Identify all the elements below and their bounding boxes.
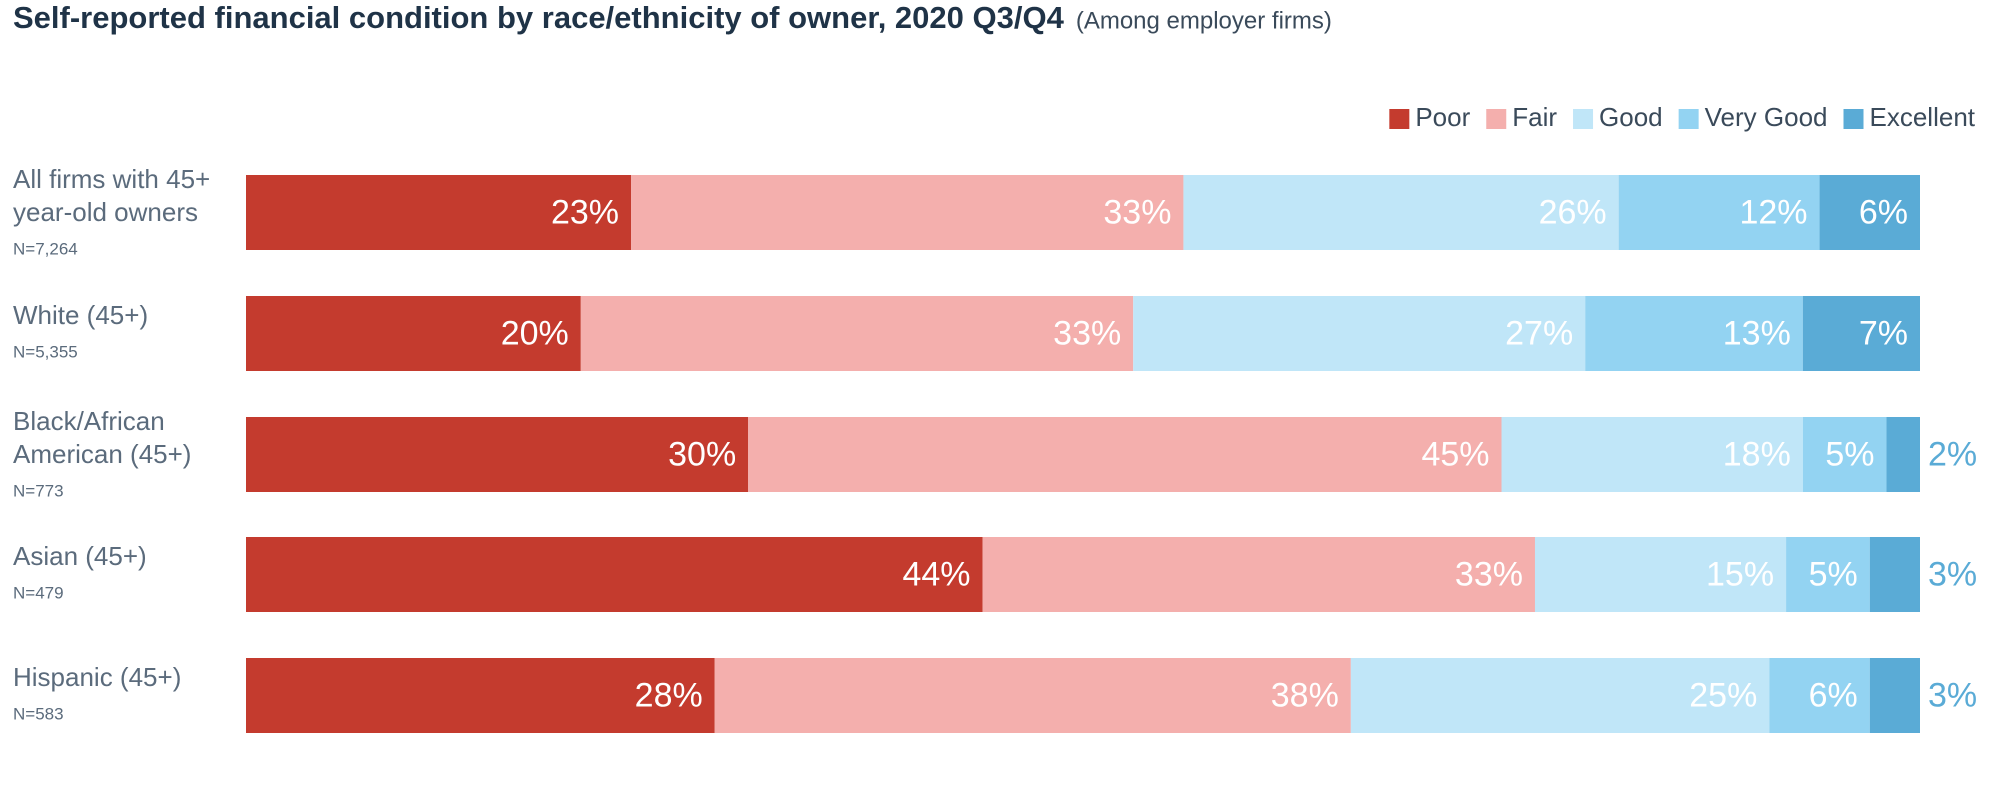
value-label: 44% bbox=[902, 555, 970, 593]
bar-segment bbox=[714, 658, 1351, 733]
value-label: 15% bbox=[1706, 555, 1774, 593]
value-label: 25% bbox=[1689, 676, 1757, 714]
bar-segment bbox=[1501, 417, 1803, 492]
legend-label: Good bbox=[1599, 102, 1663, 132]
legend-label: Poor bbox=[1415, 102, 1470, 132]
value-label: 5% bbox=[1809, 555, 1858, 593]
value-label: 3% bbox=[1928, 555, 1977, 593]
bar-segment bbox=[1133, 296, 1586, 371]
value-label: 33% bbox=[1103, 193, 1171, 231]
value-label: 7% bbox=[1859, 314, 1908, 352]
category-label: year-old owners bbox=[13, 197, 198, 227]
legend-label: Very Good bbox=[1705, 102, 1828, 132]
sample-size: N=773 bbox=[13, 481, 64, 500]
value-label: 33% bbox=[1053, 314, 1121, 352]
value-label: 30% bbox=[668, 435, 736, 473]
sample-size: N=7,264 bbox=[13, 239, 78, 258]
category-label: All firms with 45+ bbox=[13, 164, 210, 194]
bar-segment bbox=[1350, 658, 1770, 733]
category-label: Hispanic (45+) bbox=[13, 662, 181, 692]
value-label: 5% bbox=[1825, 435, 1874, 473]
bar-segment bbox=[1585, 296, 1803, 371]
bar-segment bbox=[1886, 417, 1920, 492]
value-label: 38% bbox=[1271, 676, 1339, 714]
bar-segment bbox=[580, 296, 1134, 371]
bar-segment bbox=[982, 537, 1535, 612]
bar-segment bbox=[1786, 537, 1870, 612]
bar-segment bbox=[631, 175, 1184, 250]
bar-segment bbox=[1769, 658, 1870, 733]
value-label: 6% bbox=[1859, 193, 1908, 231]
bar-segment bbox=[246, 537, 983, 612]
chart-subtitle: (Among employer firms) bbox=[1076, 7, 1332, 34]
bar-segment bbox=[1869, 537, 1920, 612]
value-label: 33% bbox=[1455, 555, 1523, 593]
bar-segment bbox=[748, 417, 1502, 492]
category-label: White (45+) bbox=[13, 300, 148, 330]
value-label: 3% bbox=[1928, 676, 1977, 714]
value-label: 13% bbox=[1723, 314, 1791, 352]
bar-segment bbox=[1534, 537, 1787, 612]
category-label: Black/African bbox=[13, 406, 165, 436]
legend-swatch bbox=[1389, 109, 1410, 129]
value-label: 28% bbox=[635, 676, 703, 714]
bar-segment bbox=[246, 658, 715, 733]
legend-label: Excellent bbox=[1870, 102, 1976, 132]
legend-label: Fair bbox=[1512, 102, 1557, 132]
legend-swatch bbox=[1573, 109, 1594, 129]
legend-swatch bbox=[1486, 109, 1507, 129]
sample-size: N=479 bbox=[13, 583, 64, 602]
value-label: 23% bbox=[551, 193, 619, 231]
legend-swatch bbox=[1678, 109, 1699, 129]
bar-segment bbox=[1819, 175, 1920, 250]
category-label: American (45+) bbox=[13, 439, 191, 469]
sample-size: N=583 bbox=[13, 704, 64, 723]
legend-swatch bbox=[1843, 109, 1864, 129]
bar-segment bbox=[1869, 658, 1920, 733]
bar-segment bbox=[246, 417, 749, 492]
bar-segment bbox=[1802, 417, 1887, 492]
value-label: 12% bbox=[1739, 193, 1807, 231]
value-label: 20% bbox=[501, 314, 569, 352]
value-label: 2% bbox=[1928, 435, 1977, 473]
category-label: Asian (45+) bbox=[13, 541, 147, 571]
chart-title: Self-reported financial condition by rac… bbox=[13, 0, 1065, 35]
bar-segment bbox=[246, 296, 581, 371]
value-label: 27% bbox=[1505, 314, 1573, 352]
value-label: 45% bbox=[1421, 435, 1489, 473]
sample-size: N=5,355 bbox=[13, 342, 78, 361]
bar-segment bbox=[246, 175, 632, 250]
value-label: 6% bbox=[1809, 676, 1858, 714]
bar-segment bbox=[1183, 175, 1619, 250]
bar-segment bbox=[1802, 296, 1920, 371]
bar-segment bbox=[1618, 175, 1820, 250]
value-label: 18% bbox=[1723, 435, 1791, 473]
value-label: 26% bbox=[1539, 193, 1607, 231]
